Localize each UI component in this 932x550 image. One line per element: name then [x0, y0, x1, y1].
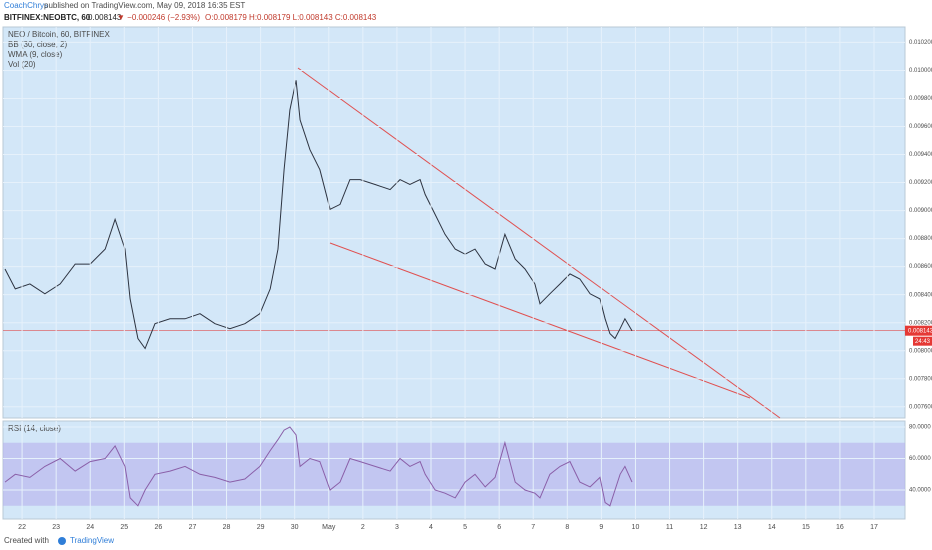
x-tick-label: 4	[429, 524, 433, 531]
last: 0.008143	[88, 13, 122, 22]
indicator: BB (30, close, 2)	[8, 40, 67, 49]
y-tick-label: 0.010000	[909, 68, 932, 74]
x-tick-label: 26	[154, 524, 162, 531]
y-tick-label: 0.008600	[909, 264, 932, 270]
x-tick-label: 7	[531, 524, 535, 531]
x-tick-label: 15	[802, 524, 810, 531]
y-tick-label: 40.0000	[909, 488, 931, 494]
y-tick-label: 0.007600	[909, 404, 932, 410]
x-tick-label: 11	[666, 524, 673, 531]
countdown-box	[913, 336, 932, 346]
x-tick-label: 29	[257, 524, 265, 531]
x-tick-label: 6	[497, 524, 501, 531]
y-tick-label: 0.009800	[909, 96, 932, 102]
rsi-band	[3, 442, 905, 506]
symbol: BITFINEX:NEOBTC, 60	[4, 13, 91, 22]
pane-title: RSI (14, close)	[8, 424, 61, 433]
x-tick-label: 14	[768, 524, 776, 531]
y-tick-label: 0.008200	[909, 320, 932, 326]
x-tick-label: 5	[463, 524, 467, 531]
x-tick-label: 2	[361, 524, 365, 531]
x-tick-label: 17	[870, 524, 878, 531]
price-line	[4, 426, 633, 507]
countdown: 24:43	[915, 339, 931, 345]
x-tick-label: 8	[565, 524, 569, 531]
price-line	[4, 80, 633, 350]
x-tick-label: May	[322, 524, 336, 531]
x-tick-label: 16	[836, 524, 844, 531]
y-tick-label: 60.0000	[909, 456, 931, 462]
change: ▼ −0.000246 (−2.93%)	[117, 13, 200, 22]
logo	[58, 537, 66, 545]
y-tick-label: 0.008800	[909, 236, 932, 242]
y-tick-label: 0.008000	[909, 348, 932, 354]
y-tick-label: 0.009200	[909, 180, 932, 186]
indicator: WMA (9, close)	[8, 50, 63, 59]
footer-brand[interactable]: TradingView	[70, 536, 114, 545]
x-tick-label: 23	[52, 524, 60, 531]
last-price-box	[905, 325, 932, 336]
x-tick-label: 12	[700, 524, 708, 531]
x-tick-label: 10	[632, 524, 640, 531]
trendline	[329, 242, 751, 399]
pane-title: NEO / Bitcoin, 60, BITFINEX	[8, 30, 110, 39]
x-tick-label: 28	[223, 524, 231, 531]
x-tick-label: 30	[291, 524, 299, 531]
footer-created: Created with	[4, 536, 49, 545]
y-tick-label: 0.009400	[909, 152, 932, 158]
y-tick-label: 0.009600	[909, 124, 932, 130]
y-tick-label: 0.009000	[909, 208, 932, 214]
ohlc: O:0.008179 H:0.008179 L:0.008143 C:0.008…	[205, 13, 377, 22]
published: published on TradingView.com, May 09, 20…	[44, 1, 245, 10]
y-tick-label: 0.008400	[909, 292, 932, 298]
price-pane	[2, 26, 906, 419]
y-tick-label: 0.010200	[909, 40, 932, 46]
x-tick-label: 24	[86, 524, 94, 531]
x-tick-label: 13	[734, 524, 742, 531]
y-tick-label: 80.0000	[909, 425, 931, 431]
x-tick-label: 9	[599, 524, 603, 531]
author[interactable]: CoachChrys	[4, 1, 48, 10]
x-tick-label: 27	[189, 524, 197, 531]
x-tick-label: 22	[18, 524, 26, 531]
last-price-label: 0.008143	[908, 328, 932, 334]
x-tick-label: 25	[120, 524, 128, 531]
x-tick-label: 3	[395, 524, 399, 531]
y-tick-label: 0.007800	[909, 376, 932, 382]
